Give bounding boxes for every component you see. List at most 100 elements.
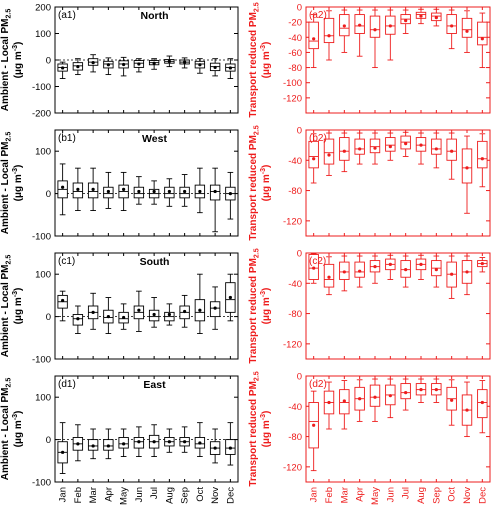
panel-d1: -100 0 100 (d1) East bbox=[32, 375, 239, 489]
month-label: Mar bbox=[339, 487, 350, 503]
box-mean-point bbox=[137, 189, 141, 194]
box-Oct bbox=[194, 273, 206, 335]
box-mean-point bbox=[228, 66, 232, 70]
box-mean-point bbox=[327, 275, 331, 279]
ylabel-main: Ambient - Local PM bbox=[0, 141, 11, 234]
box-mean-point bbox=[122, 62, 126, 67]
box-Nov bbox=[209, 286, 221, 330]
ylabel-sub: 2.5 bbox=[6, 132, 13, 142]
box-Jan bbox=[308, 14, 319, 69]
month-label: Jun bbox=[385, 487, 396, 502]
box-mean-point bbox=[213, 189, 217, 194]
ytick-label: 100 bbox=[35, 270, 51, 281]
panel-frame bbox=[305, 252, 491, 360]
box-Feb bbox=[323, 256, 335, 296]
box-mean-point bbox=[61, 66, 65, 70]
box-mean-point bbox=[434, 388, 438, 392]
ytick-label: -20 bbox=[288, 18, 302, 29]
box-Jan bbox=[57, 422, 68, 474]
ylabel-unit: (μg m bbox=[261, 420, 272, 447]
ytick-label: -100 bbox=[32, 82, 51, 93]
ylabel-unit-sup: -3 bbox=[12, 414, 19, 420]
ytick-label: 0 bbox=[297, 126, 302, 137]
box-Jul bbox=[400, 378, 411, 411]
panel-frame bbox=[54, 6, 239, 114]
box-Mar bbox=[87, 54, 99, 73]
box-Mar bbox=[339, 9, 350, 53]
ylabel-line2: (μg m-3) bbox=[260, 165, 272, 202]
ylabel-unit-sup: -3 bbox=[12, 291, 19, 297]
box-Apr bbox=[354, 9, 365, 57]
box-mean-point bbox=[228, 295, 232, 300]
ytick-label: -80 bbox=[288, 63, 302, 74]
month-label: Jul bbox=[401, 487, 412, 499]
box-mean-point bbox=[419, 14, 423, 18]
ylabel-unit: (μg m bbox=[13, 420, 24, 447]
box-mean-point bbox=[183, 189, 187, 194]
box-mean-point bbox=[122, 315, 126, 320]
panel-frame bbox=[54, 375, 239, 483]
month-label: Jan bbox=[58, 487, 69, 502]
ytick-label: 0 bbox=[46, 56, 51, 67]
ylabel-line1: Transport reduced PM2.5 bbox=[248, 2, 261, 117]
box-mean-point bbox=[152, 440, 156, 444]
box-Oct bbox=[194, 58, 206, 74]
panel-frame bbox=[305, 6, 491, 114]
ylabel-line2: (μg m-3) bbox=[12, 165, 24, 202]
box-iqr bbox=[461, 17, 473, 38]
box-mean-point bbox=[198, 308, 202, 312]
ylabel-unit: (μg m bbox=[261, 174, 272, 201]
box-iqr bbox=[369, 15, 381, 38]
box-Oct bbox=[446, 379, 457, 426]
box-Dec bbox=[225, 58, 236, 80]
box-Aug bbox=[164, 428, 175, 453]
box-Aug bbox=[164, 303, 175, 326]
box-mean-point bbox=[327, 400, 331, 405]
ylabel-sub: 2.5 bbox=[254, 248, 261, 258]
box-mean-point bbox=[106, 63, 110, 67]
ylabel-main: Ambient - Local PM bbox=[0, 264, 11, 357]
ytick-label: -120 bbox=[283, 339, 302, 350]
box-Nov bbox=[209, 167, 221, 233]
box-Apr bbox=[354, 132, 365, 165]
box-Jul bbox=[400, 9, 411, 34]
ylabel-sub: 2.5 bbox=[254, 2, 261, 12]
box-Sep bbox=[179, 426, 190, 453]
panel-label: (a1) bbox=[58, 10, 76, 21]
box-mean-point bbox=[61, 450, 65, 454]
ytick-label: 100 bbox=[35, 393, 51, 404]
ytick-label: -120 bbox=[283, 93, 302, 104]
month-label: Jul bbox=[149, 487, 160, 499]
box-Jan bbox=[308, 390, 319, 472]
ylabel-line1: Ambient - Local PM2.5 bbox=[0, 132, 13, 235]
box-mean-point bbox=[76, 442, 80, 446]
ytick-label: -100 bbox=[32, 478, 51, 489]
panel-d2: -120 -80 -40 0 (d2) bbox=[283, 372, 491, 483]
box-Jan bbox=[308, 133, 319, 184]
ytick-label: 200 bbox=[35, 3, 51, 14]
box-Nov bbox=[461, 10, 473, 53]
ylabel-unit-sup: -3 bbox=[260, 168, 267, 174]
box-mean-point bbox=[152, 312, 156, 317]
ytick-label: -120 bbox=[283, 462, 302, 473]
month-label: Jan bbox=[309, 487, 320, 502]
box-Apr bbox=[103, 428, 114, 460]
ytick-label: -80 bbox=[288, 186, 302, 197]
month-label: Oct bbox=[195, 487, 206, 502]
box-iqr bbox=[323, 138, 335, 165]
box-May bbox=[118, 56, 129, 77]
ylabel-unit-sup: -3 bbox=[12, 168, 19, 174]
box-mean-point bbox=[373, 146, 377, 150]
ylabel-unit-sup: -3 bbox=[12, 45, 19, 51]
box-mean-point bbox=[76, 65, 80, 69]
month-label: Apr bbox=[355, 487, 366, 502]
box-iqr bbox=[308, 140, 319, 169]
ylabel-line1: Ambient - Local PM2.5 bbox=[0, 378, 13, 481]
ylabel-unit-sup: -3 bbox=[260, 45, 267, 51]
box-iqr bbox=[339, 137, 350, 161]
ytick-label: 0 bbox=[46, 435, 51, 446]
month-label: Sep bbox=[431, 487, 442, 504]
ylabel: Transport reduced PM2.5(μg m-3) bbox=[248, 125, 272, 240]
box-mean-point bbox=[137, 440, 141, 444]
